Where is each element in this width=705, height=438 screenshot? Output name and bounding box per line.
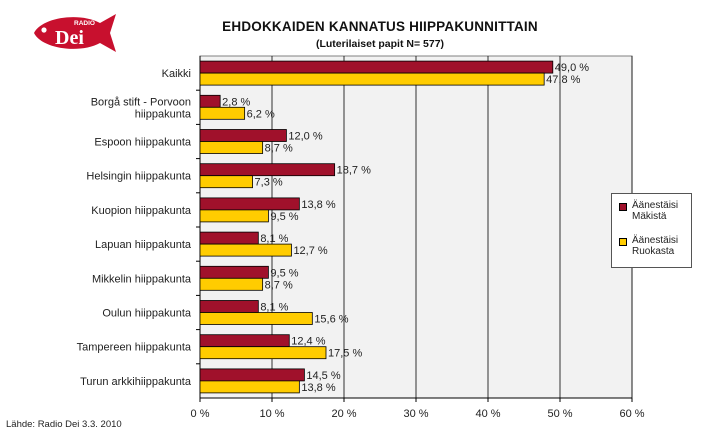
category-label: Espoon hiippakunta bbox=[94, 137, 192, 149]
category-label: Oulun hiippakunta bbox=[102, 308, 192, 320]
bar-ruokanen bbox=[199, 243, 292, 257]
legend-label-makinen: Äänestäisi Mäkistä bbox=[632, 200, 692, 222]
data-label: 8,7 % bbox=[265, 279, 293, 291]
data-label: 12,7 % bbox=[293, 245, 327, 257]
bar-makinen bbox=[199, 163, 336, 177]
data-label: 13,8 % bbox=[301, 199, 335, 211]
legend-label-ruokanen: Äänestäisi Ruokasta bbox=[632, 235, 692, 257]
legend-label-line: Ruokasta bbox=[632, 246, 675, 257]
x-tick-label: 20 % bbox=[331, 408, 356, 420]
fish-icon bbox=[34, 14, 116, 52]
category-label: Turun arkkihiippakunta bbox=[80, 376, 192, 388]
bar-makinen bbox=[199, 94, 221, 108]
legend-swatch-ruokanen bbox=[619, 238, 627, 246]
data-label: 8,7 % bbox=[265, 143, 293, 155]
x-tick-label: 60 % bbox=[619, 408, 644, 420]
data-label: 47,8 % bbox=[546, 74, 580, 86]
data-label: 13,8 % bbox=[301, 382, 335, 394]
radio-dei-logo: RADIO Dei bbox=[34, 14, 116, 52]
data-label: 6,2 % bbox=[247, 108, 275, 120]
bar-ruokanen bbox=[199, 209, 269, 223]
data-label: 18,7 % bbox=[337, 165, 371, 177]
x-tick-label: 50 % bbox=[547, 408, 572, 420]
bar-makinen bbox=[199, 129, 287, 142]
category-label: Kuopion hiippakunta bbox=[91, 205, 192, 217]
data-label: 8,1 % bbox=[260, 233, 288, 245]
chart-subtitle: (Luterilaiset papit N= 577) bbox=[315, 38, 445, 50]
x-tick-label: 0 % bbox=[191, 408, 210, 420]
legend: Äänestäisi Mäkistä Äänestäisi Ruokasta bbox=[611, 193, 692, 268]
logo-big-text: Dei bbox=[55, 27, 84, 49]
data-label: 9,5 % bbox=[270, 211, 298, 223]
bar-ruokanen bbox=[199, 72, 545, 86]
category-label: Lapuan hiippakunta bbox=[95, 239, 192, 251]
chart-title: EHDOKKAIDEN KANNATUS HIIPPAKUNNITTAIN bbox=[222, 19, 538, 34]
fish-eye-icon bbox=[41, 27, 47, 33]
bar-makinen bbox=[199, 368, 305, 382]
bar-ruokanen bbox=[199, 380, 300, 394]
data-label: 7,3 % bbox=[255, 177, 283, 189]
legend-label-line: Äänestäisi bbox=[632, 235, 679, 246]
data-label: 17,5 % bbox=[328, 348, 362, 360]
source-note: Lähde: Radio Dei 3.3. 2010 bbox=[6, 419, 122, 430]
data-label: 2,8 % bbox=[222, 96, 250, 108]
bar-ruokanen bbox=[199, 175, 253, 189]
data-label: 12,4 % bbox=[291, 336, 325, 348]
bar-makinen bbox=[199, 300, 259, 313]
data-label: 14,5 % bbox=[306, 370, 340, 382]
data-label: 15,6 % bbox=[314, 314, 348, 326]
bar-ruokanen bbox=[199, 312, 313, 325]
logo-small-text: RADIO bbox=[74, 20, 95, 27]
legend-swatch-makinen bbox=[619, 203, 627, 211]
bar-ruokanen bbox=[199, 141, 264, 154]
x-tick-label: 40 % bbox=[475, 408, 500, 420]
bar-makinen bbox=[199, 334, 290, 348]
bar-makinen bbox=[199, 197, 300, 211]
bar-makinen bbox=[199, 265, 269, 279]
category-label: Helsingin hiippakunta bbox=[86, 171, 191, 183]
category-label: Tampereen hiippakunta bbox=[77, 342, 192, 354]
bar-makinen bbox=[199, 231, 259, 245]
data-label: 49,0 % bbox=[555, 62, 589, 74]
data-label: 9,5 % bbox=[270, 267, 298, 279]
bar-ruokanen bbox=[199, 277, 264, 291]
x-tick-label: 30 % bbox=[403, 408, 428, 420]
data-label: 12,0 % bbox=[288, 131, 322, 143]
legend-label-line: Mäkistä bbox=[632, 211, 667, 222]
category-label: Kaikki bbox=[162, 68, 191, 80]
bar-makinen bbox=[199, 60, 554, 74]
category-label: Mikkelin hiippakunta bbox=[92, 273, 192, 285]
legend-label-line: Äänestäisi bbox=[632, 200, 679, 211]
category-label: Borgå stift - Porvoon bbox=[91, 96, 191, 108]
bar-ruokanen bbox=[199, 346, 327, 360]
bar-ruokanen bbox=[199, 106, 246, 120]
data-label: 8,1 % bbox=[260, 302, 288, 314]
category-label: hiippakunta bbox=[135, 108, 192, 120]
x-tick-label: 10 % bbox=[259, 408, 284, 420]
